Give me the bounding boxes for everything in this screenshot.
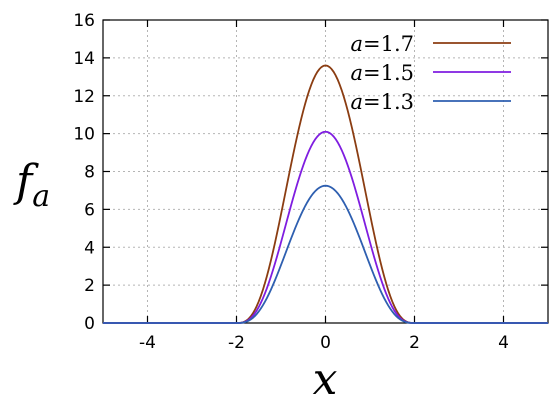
y-tick-label: 14 [73, 49, 95, 69]
legend-value: =1.3 [363, 90, 414, 114]
x-tick-label: 0 [320, 333, 331, 353]
legend-value: =1.5 [363, 61, 414, 85]
legend: a=1.7a=1.5a=1.3 [350, 32, 511, 114]
x-tick-label: -2 [228, 333, 245, 353]
y-tick-label: 12 [73, 87, 95, 107]
series-line-a-1.7 [103, 64, 548, 324]
y-tick-label: 6 [84, 200, 95, 220]
legend-param: a [350, 61, 363, 85]
y-axis-label-subscript: a [32, 179, 50, 214]
y-tick-label: 10 [73, 125, 95, 145]
grid [103, 20, 548, 323]
series-line-a-1.3 [103, 184, 548, 324]
legend-value: =1.7 [363, 32, 414, 56]
legend-param: a [350, 32, 363, 56]
x-axis-label: x [313, 354, 338, 405]
y-tick-label: 16 [73, 11, 95, 31]
legend-label: a=1.3 [350, 90, 414, 114]
y-tick-label: 2 [84, 276, 95, 296]
y-tick-label: 8 [84, 163, 95, 183]
x-tick-label: -4 [139, 333, 156, 353]
y-axis-label: fa [13, 156, 50, 214]
legend-label: a=1.5 [350, 61, 414, 85]
series-group [103, 64, 548, 324]
x-tick-label: 4 [498, 333, 509, 353]
legend-label: a=1.7 [350, 32, 414, 56]
legend-param: a [350, 90, 363, 114]
x-tick-label: 2 [409, 333, 420, 353]
y-tick-label: 0 [84, 314, 95, 334]
y-tick-label: 4 [84, 238, 95, 258]
axis-ticks: 0 2 4 6 8 10 12 14 16 -4 -2 0 2 4 [73, 11, 548, 353]
